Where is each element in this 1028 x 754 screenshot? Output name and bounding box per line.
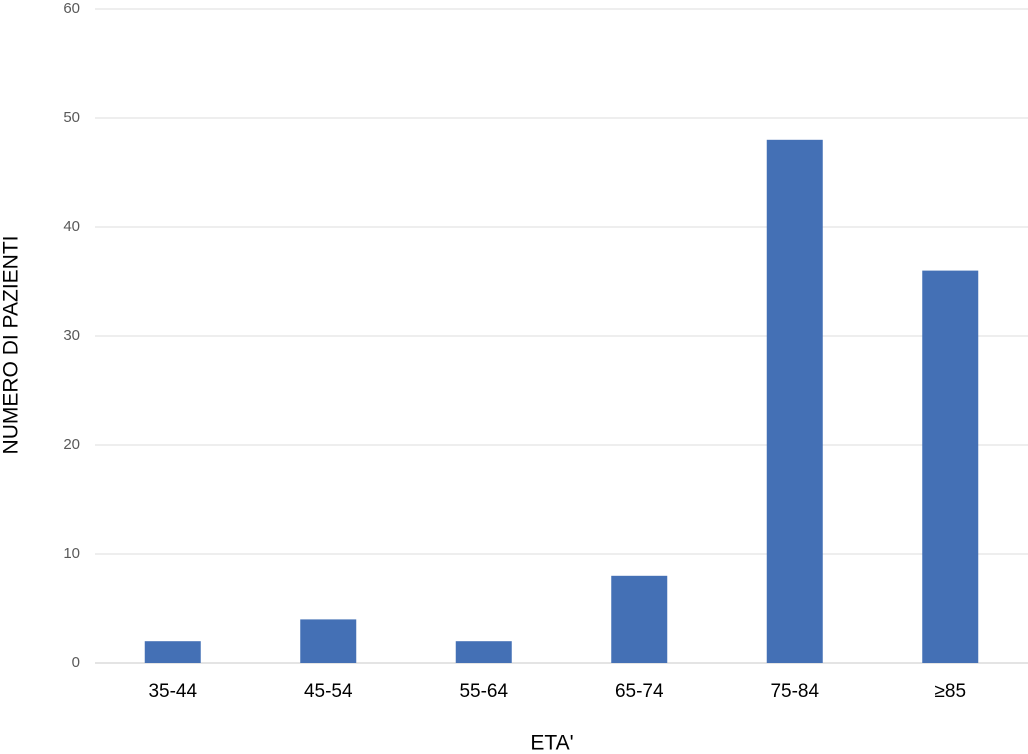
x-tick-label: 75-84	[770, 681, 819, 702]
y-tick-label: 50	[63, 109, 80, 126]
y-tick-label: 10	[63, 545, 80, 562]
x-tick-label: ≥85	[934, 681, 966, 702]
x-tick-label: 55-64	[459, 681, 508, 702]
bar	[922, 270, 979, 663]
y-tick-label: 0	[72, 654, 80, 671]
bar	[766, 139, 823, 664]
y-tick-label: 40	[63, 218, 80, 235]
y-tick-label: 60	[63, 0, 80, 17]
bar	[300, 619, 357, 663]
y-axis-title: NUMERO DI PAZIENTI	[0, 236, 23, 455]
x-axis-title: ETA'	[530, 732, 573, 754]
bar	[455, 641, 512, 663]
x-tick-label: 35-44	[148, 681, 197, 702]
bar	[611, 575, 668, 663]
x-tick-label: 45-54	[304, 681, 353, 702]
y-tick-label: 20	[63, 436, 80, 453]
bar	[144, 641, 201, 663]
x-tick-label: 65-74	[615, 681, 664, 702]
y-tick-label: 30	[63, 327, 80, 344]
